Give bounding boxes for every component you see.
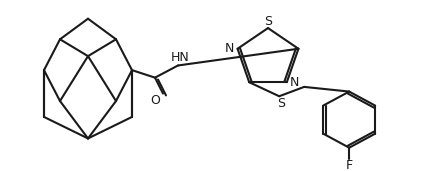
Text: S: S [277, 97, 285, 110]
Text: F: F [346, 159, 353, 171]
Text: HN: HN [171, 51, 189, 64]
Text: S: S [264, 15, 272, 28]
Text: O: O [150, 94, 160, 107]
Text: N: N [290, 76, 300, 89]
Text: N: N [225, 42, 234, 55]
